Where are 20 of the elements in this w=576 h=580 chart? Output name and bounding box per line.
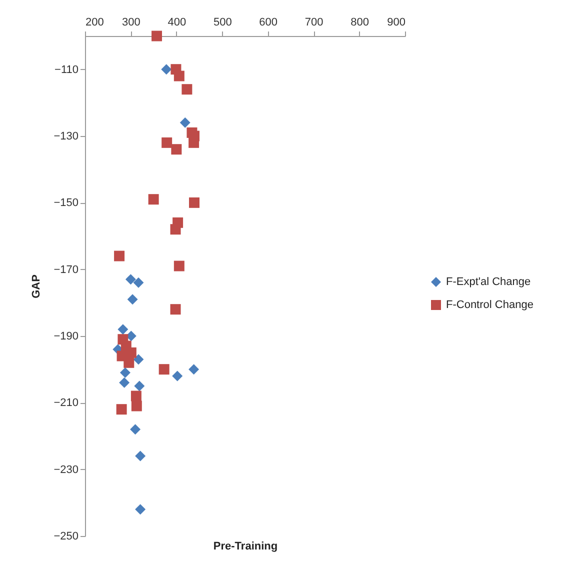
x-tick-label: 700 <box>304 16 324 28</box>
x-tick-label: 800 <box>350 16 369 28</box>
y-axis-title: GAP <box>30 274 43 298</box>
y-tick-label: −130 <box>54 130 78 142</box>
y-tick-label: −250 <box>54 530 78 542</box>
x-axis-title: Pre-Training <box>213 540 278 552</box>
y-tick-label: −150 <box>54 197 78 210</box>
y-tick-label: −170 <box>54 264 78 276</box>
x-tick-label: 300 <box>122 16 140 28</box>
x-tick-label: 400 <box>168 16 186 28</box>
x-tick-label: 200 <box>86 16 104 28</box>
y-tick-label: −190 <box>54 330 78 342</box>
legend-label: F-Expt'al Change <box>446 276 531 288</box>
x-tick-label: 900 <box>387 16 406 28</box>
y-tick-label: −110 <box>54 64 78 76</box>
x-tick-label: 500 <box>213 16 232 28</box>
legend-label: F-Control Change <box>446 299 534 311</box>
y-tick-label: −210 <box>54 397 78 410</box>
x-tick-label: 600 <box>259 16 278 28</box>
y-tick-label: −230 <box>54 464 78 476</box>
